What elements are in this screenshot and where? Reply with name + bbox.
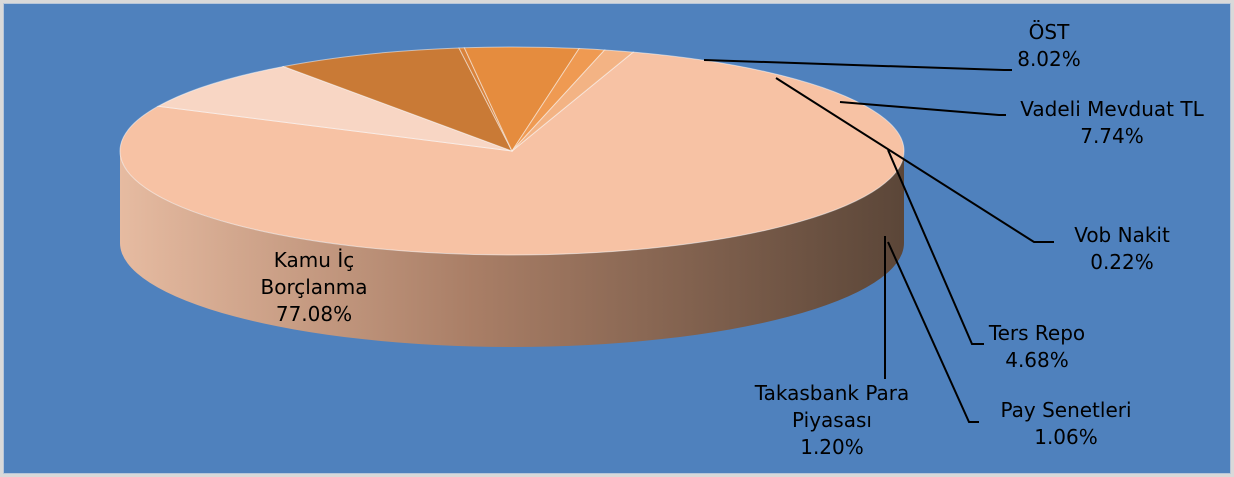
pie bbox=[119, 46, 905, 347]
leader-line bbox=[775, 77, 1054, 243]
slice bbox=[281, 47, 514, 152]
value-label: 1.20% bbox=[800, 435, 864, 459]
value-label: 77.08% bbox=[275, 302, 353, 326]
slice-label: Vadeli Mevduat TL 7.74% bbox=[1017, 96, 1207, 150]
slice-label: Kamu İç Borçlanma 77.08% bbox=[249, 247, 379, 328]
value-label: 7.74% bbox=[1080, 124, 1144, 148]
leader-line bbox=[887, 241, 979, 423]
value-label: 0.22% bbox=[1090, 250, 1154, 274]
leader-line bbox=[887, 149, 984, 345]
slice bbox=[511, 49, 635, 152]
leader-lines bbox=[703, 59, 1054, 423]
slice-label: Ters Repo 4.68% bbox=[967, 320, 1107, 374]
slice-label: Pay Senetleri 1.06% bbox=[981, 397, 1151, 451]
slice-label: ÖST 8.02% bbox=[989, 19, 1109, 73]
category-name: Ters Repo bbox=[988, 321, 1086, 345]
category-name: Pay Senetleri bbox=[1000, 398, 1132, 422]
slice-side bbox=[120, 151, 904, 347]
value-label: 8.02% bbox=[1017, 47, 1081, 71]
value-label: 1.06% bbox=[1034, 425, 1098, 449]
chart: Kamu İç Borçlanma 77.08% ÖST 8.02% Vadeli Me… bbox=[3, 3, 1231, 474]
slice-label: Vob Nakit 0.22% bbox=[1052, 222, 1192, 276]
slice-label: Takasbank Para Piyasası 1.20% bbox=[717, 380, 947, 461]
leader-line bbox=[839, 101, 1006, 116]
leader-line bbox=[703, 59, 1012, 71]
category-name: ÖST bbox=[1028, 20, 1070, 44]
value-label: 4.68% bbox=[1005, 348, 1069, 372]
category-name: Takasbank Para Piyasası bbox=[754, 381, 910, 432]
slice bbox=[156, 65, 513, 152]
category-name: Vadeli Mevduat TL bbox=[1020, 97, 1204, 121]
category-name: Vob Nakit bbox=[1074, 223, 1170, 247]
category-name: Kamu İç Borçlanma bbox=[260, 248, 368, 299]
chart-svg bbox=[119, 46, 1054, 423]
slice bbox=[119, 51, 905, 256]
